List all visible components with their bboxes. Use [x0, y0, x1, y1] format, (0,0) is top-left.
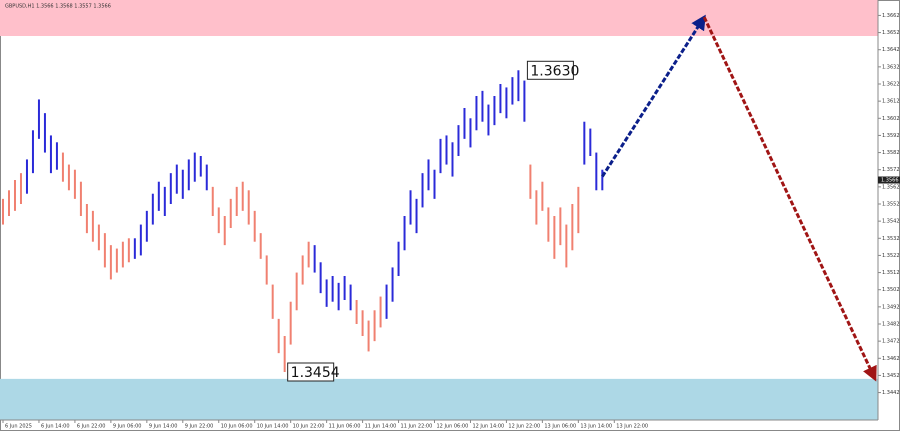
x-tick-label: 11 Jun 14:00 [365, 424, 397, 430]
y-tick-label: 1.3442 [882, 390, 900, 396]
x-tick-label: 11 Jun 06:00 [329, 424, 361, 430]
x-tick-label: 6 Jun 14:00 [41, 424, 70, 430]
y-tick-label: 1.3472 [882, 339, 900, 345]
x-tick-label: 13 Jun 14:00 [580, 424, 612, 430]
y-tick-label: 1.3502 [882, 287, 900, 293]
x-tick-label: 12 Jun 06:00 [437, 424, 469, 430]
x-tick-label: 10 Jun 14:00 [257, 424, 289, 430]
price-label: 1.3454 [291, 365, 340, 381]
x-tick-label: 13 Jun 22:00 [616, 424, 648, 430]
y-tick-label: 1.3622 [882, 82, 900, 88]
y-tick-label: 1.3642 [882, 47, 900, 53]
forecast-arrow [702, 16, 877, 382]
zones [0, 0, 878, 420]
target-zone [0, 378, 878, 420]
forecast-arrow [601, 14, 706, 178]
x-tick-label: 9 Jun 22:00 [185, 424, 214, 430]
y-tick-label: 1.3532 [882, 236, 900, 242]
y-tick-label: 1.3582 [882, 150, 900, 156]
x-tick-label: 10 Jun 06:00 [221, 424, 253, 430]
y-tick-label: 1.3562 [882, 184, 900, 190]
y-tick-label: 1.3612 [882, 99, 900, 105]
price-label-box [526, 60, 574, 80]
x-tick-label: 9 Jun 14:00 [149, 424, 178, 430]
x-tick-label: 6 Jun 22:00 [77, 424, 106, 430]
y-tick-label: 1.3652 [882, 30, 900, 36]
y-tick-label: 1.3522 [882, 253, 900, 259]
y-tick-label: 1.3602 [882, 116, 900, 122]
y-tick-label: 1.3492 [882, 304, 900, 310]
price-label-box [287, 362, 335, 382]
current-price-label: 1.3566 [881, 178, 899, 184]
y-tick-label: 1.3592 [882, 133, 900, 139]
y-tick-label: 1.3542 [882, 219, 900, 225]
current-price-tag [878, 176, 900, 184]
chart-title: GBPUSD,H1 1.3566 1.3568 1.3557 1.3566 [5, 4, 111, 10]
x-tick-label: 10 Jun 22:00 [293, 424, 325, 430]
y-tick-label: 1.3572 [882, 167, 900, 173]
y-tick-label: 1.3482 [882, 322, 900, 328]
x-tick-label: 12 Jun 22:00 [508, 424, 540, 430]
y-tick-label: 1.3552 [882, 202, 900, 208]
y-tick-label: 1.3662 [882, 13, 900, 19]
y-tick-label: 1.3462 [882, 356, 900, 362]
y-tick-label: 1.3452 [882, 373, 900, 379]
target-zone [0, 0, 878, 36]
y-tick-label: 1.3512 [882, 270, 900, 276]
forecast [601, 14, 877, 382]
x-tick-label: 9 Jun 06:00 [113, 424, 142, 430]
price-label: 1.3630 [530, 63, 579, 79]
price-bars [1, 70, 604, 372]
x-tick-label: 12 Jun 14:00 [472, 424, 504, 430]
x-tick-label: 11 Jun 22:00 [401, 424, 433, 430]
x-tick-label: 6 Jun 2025 [5, 424, 32, 430]
x-tick-label: 13 Jun 06:00 [544, 424, 576, 430]
y-tick-label: 1.3632 [882, 64, 900, 70]
